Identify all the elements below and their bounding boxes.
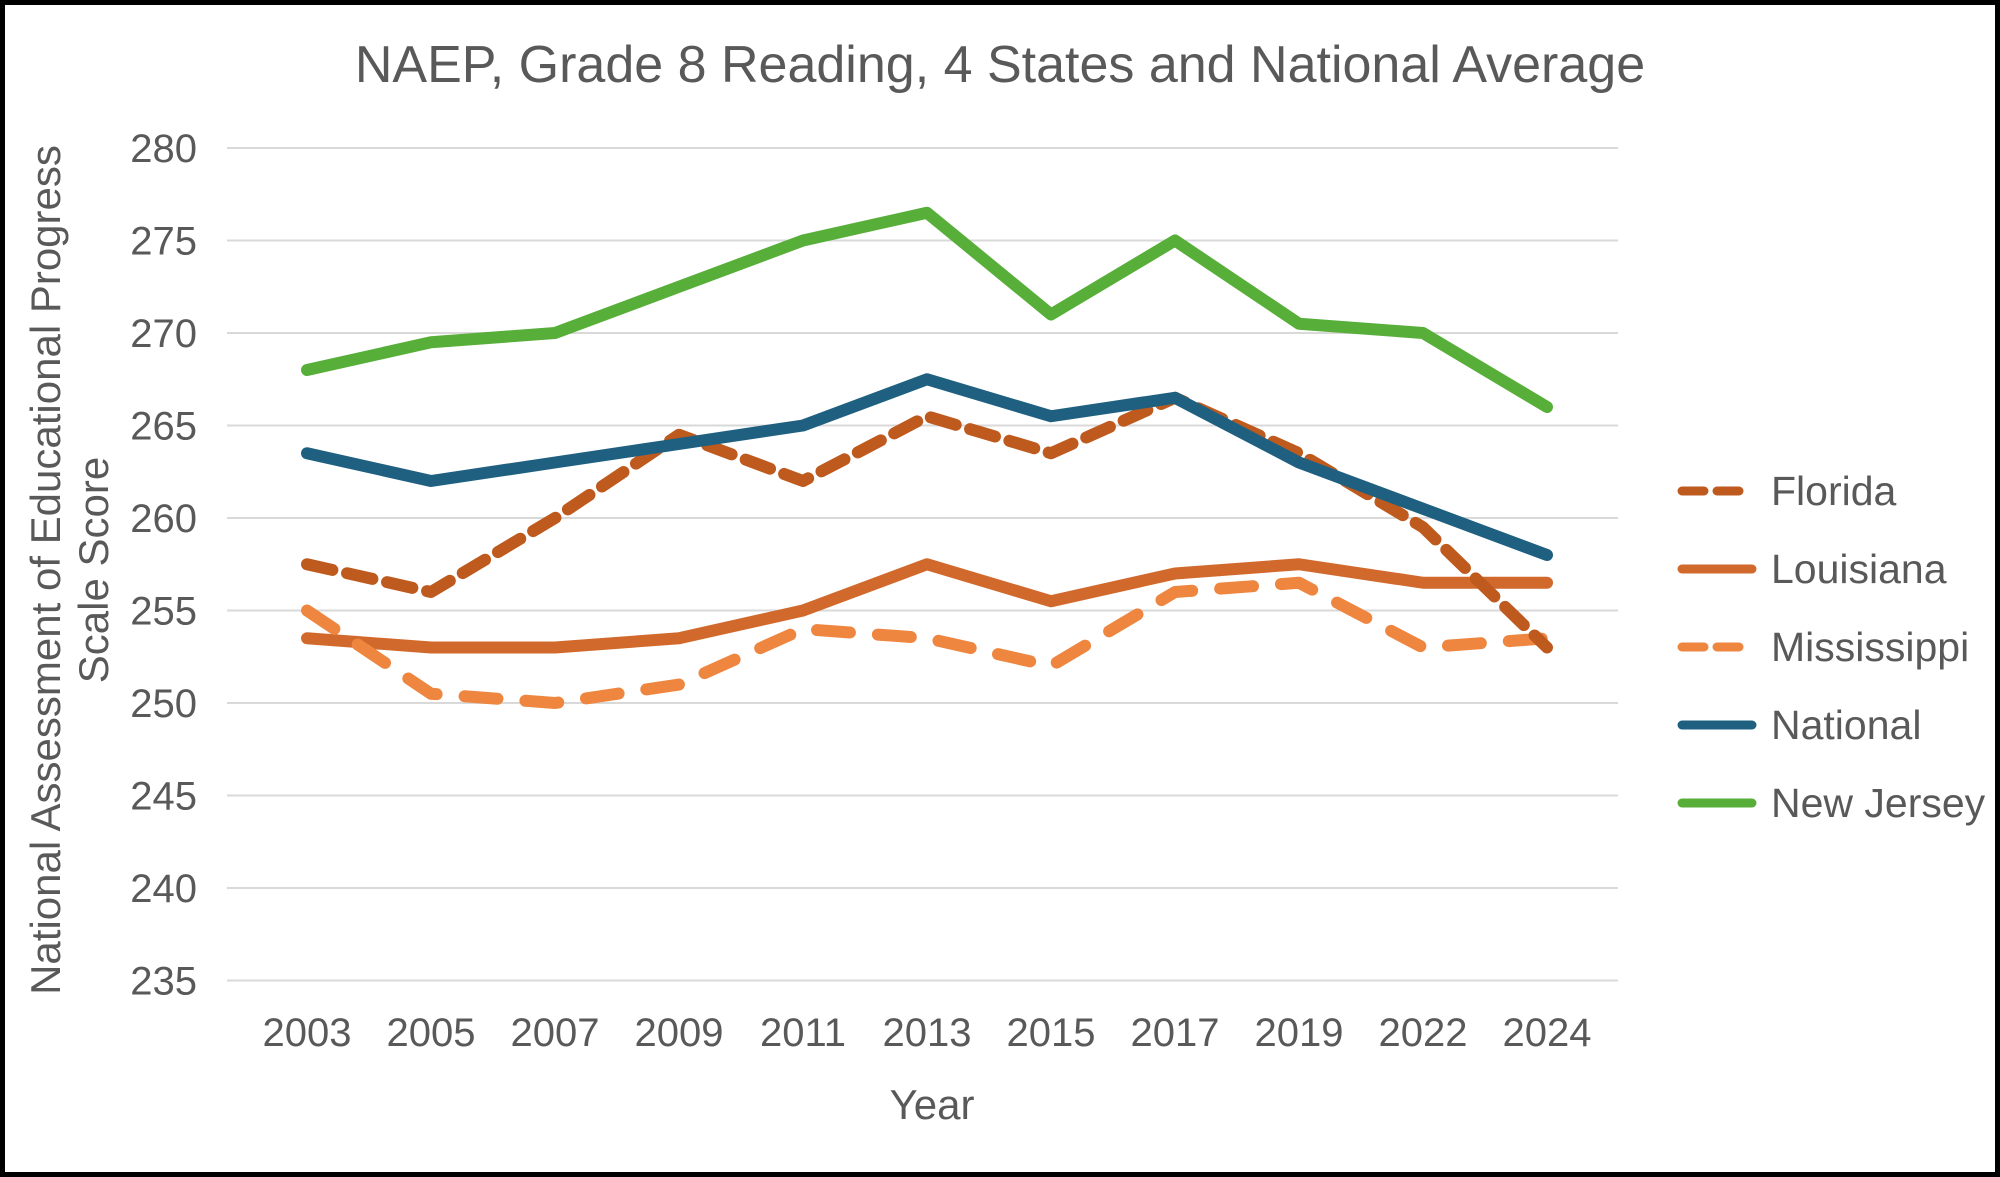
x-tick-label-2005: 2005	[387, 1011, 476, 1055]
x-tick-label-2009: 2009	[635, 1011, 724, 1055]
y-tick-label-250: 250	[130, 682, 197, 726]
y-tick-label-280: 280	[130, 127, 197, 171]
y-tick-label-270: 270	[130, 312, 197, 356]
legend-item-new-jersey: New Jersey	[1677, 777, 1985, 829]
x-tick-label-2007: 2007	[511, 1011, 600, 1055]
plot-area: 280 275 270 265 260 255 250 245 240 235 2003 2005 20…	[130, 127, 1618, 1055]
legend-label-mississippi: Mississippi	[1771, 623, 1970, 670]
legend: Florida Louisiana Mississippi National New J…	[1677, 465, 1985, 855]
series-line-new-jersey	[301, 206, 1553, 413]
series-line-national	[301, 373, 1553, 561]
x-tick-label-2003: 2003	[263, 1011, 352, 1055]
x-tick-label-2022: 2022	[1379, 1011, 1468, 1055]
legend-label-florida: Florida	[1771, 467, 1897, 514]
legend-swatch-mississippi	[1677, 642, 1757, 652]
legend-item-national: National	[1677, 699, 1985, 751]
legend-item-mississippi: Mississippi	[1677, 621, 1985, 673]
legend-swatch-national	[1677, 720, 1757, 730]
legend-item-louisiana: Louisiana	[1677, 543, 1985, 595]
y-tick-label-275: 275	[130, 220, 197, 264]
y-tick-label-245: 245	[130, 775, 197, 819]
y-tick-label-255: 255	[130, 590, 197, 634]
legend-swatch-florida	[1677, 486, 1757, 496]
legend-item-florida: Florida	[1677, 465, 1985, 517]
legend-swatch-louisiana	[1677, 564, 1757, 574]
legend-label-national: National	[1771, 701, 1922, 748]
x-axis-title: Year	[889, 1081, 975, 1128]
legend-label-louisiana: Louisiana	[1771, 545, 1947, 592]
x-tick-label-2013: 2013	[883, 1011, 972, 1055]
x-tick-label-2024: 2024	[1503, 1011, 1592, 1055]
x-tick-label-2017: 2017	[1131, 1011, 1220, 1055]
x-tick-label-2019: 2019	[1255, 1011, 1344, 1055]
legend-label-new-jersey: New Jersey	[1771, 779, 1986, 826]
legend-swatch-new-jersey	[1677, 798, 1757, 808]
y-tick-label-240: 240	[130, 867, 197, 911]
y-tick-label-260: 260	[130, 497, 197, 541]
series-line-mississippi	[301, 576, 1553, 709]
x-tick-label-2011: 2011	[760, 1011, 846, 1055]
series-line-louisiana	[301, 558, 1553, 654]
chart-title: NAEP, Grade 8 Reading, 4 States and Nati…	[354, 36, 1646, 94]
y-tick-label-265: 265	[130, 405, 197, 449]
x-tick-label-2015: 2015	[1007, 1011, 1096, 1055]
y-tick-label-235: 235	[130, 960, 197, 1004]
